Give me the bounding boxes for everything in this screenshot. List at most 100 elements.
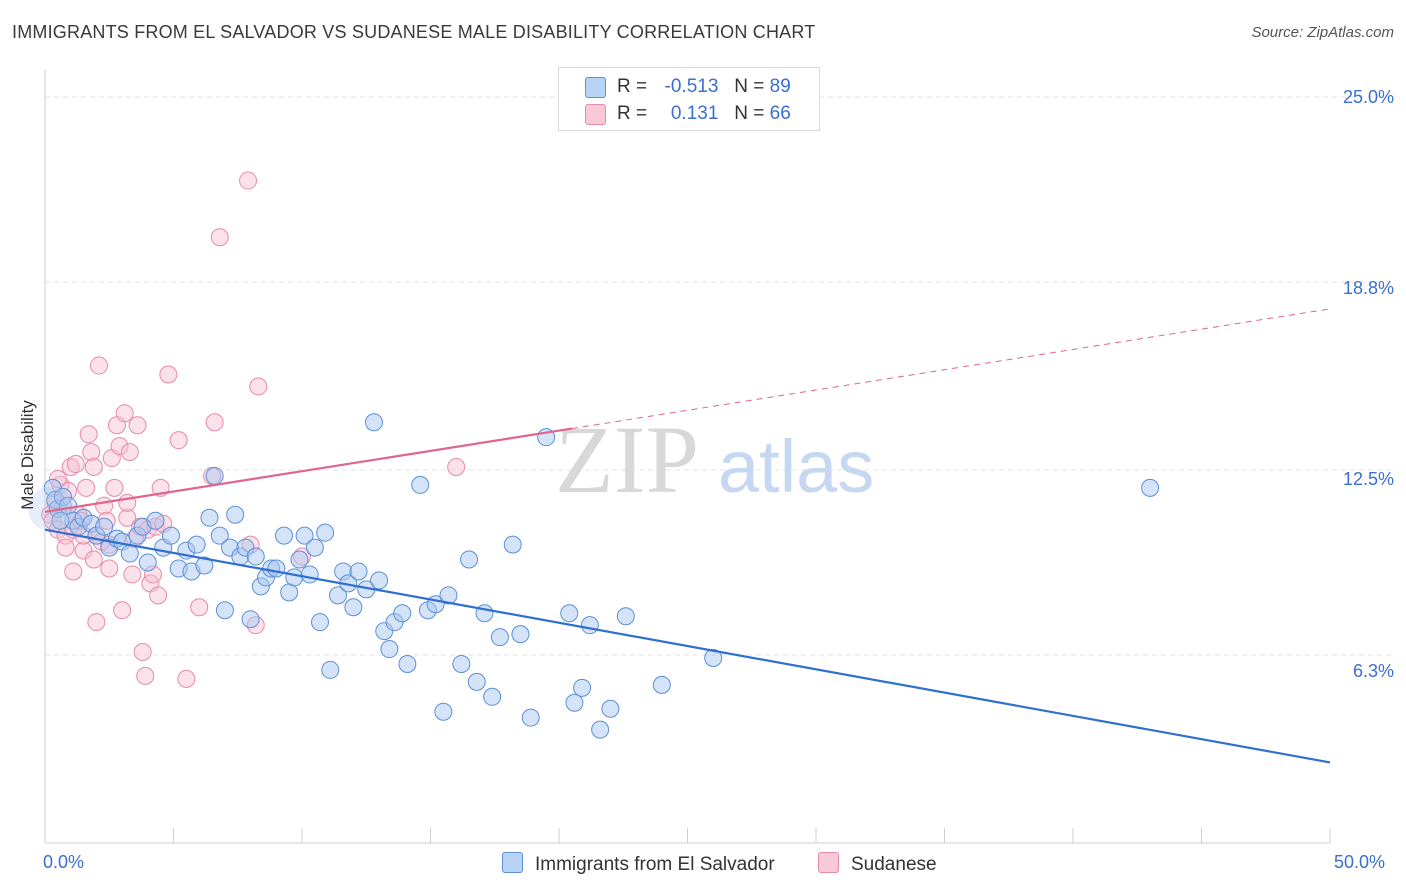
data-point-el-salvador	[560, 604, 579, 623]
data-point-sudanese	[205, 413, 224, 432]
watermark: ZIP atlas	[555, 406, 874, 513]
legend-swatch-blue	[585, 77, 606, 98]
data-point-el-salvador	[434, 702, 453, 721]
x-tick-label-min: 0.0%	[43, 852, 85, 872]
data-point-el-salvador	[1141, 478, 1160, 497]
cluster-highlight	[28, 486, 73, 531]
data-point-el-salvador	[380, 640, 399, 659]
data-point-sudanese	[56, 538, 75, 557]
data-point-sudanese	[136, 666, 155, 685]
y-tick-label: 6.3%	[1352, 661, 1394, 681]
trend-line-sudanese-projection	[571, 308, 1331, 430]
data-point-sudanese	[133, 643, 152, 662]
data-point-sudanese	[66, 455, 85, 474]
data-point-sudanese	[118, 508, 137, 527]
data-point-el-salvador	[490, 628, 509, 647]
legend-swatch-pink	[585, 104, 606, 125]
data-point-el-salvador	[411, 475, 430, 494]
data-point-sudanese	[89, 356, 108, 375]
axes	[44, 70, 1331, 844]
data-point-el-salvador	[120, 544, 139, 563]
legend-label: Sudanese	[851, 854, 937, 875]
y-tick-label: 18.8%	[1342, 278, 1394, 298]
data-point-sudanese	[149, 586, 168, 605]
data-point-el-salvador	[241, 610, 260, 629]
source-label: Source: ZipAtlas.com	[1251, 24, 1394, 41]
data-point-el-salvador	[195, 556, 214, 575]
data-point-el-salvador	[393, 604, 412, 623]
data-point-sudanese	[84, 550, 103, 569]
data-point-el-salvador	[321, 660, 340, 679]
data-point-el-salvador	[511, 625, 530, 644]
data-point-el-salvador	[704, 648, 723, 667]
data-point-sudanese	[120, 443, 139, 462]
data-point-el-salvador	[565, 693, 584, 712]
legend-r-label: R =	[617, 103, 648, 124]
data-point-el-salvador	[652, 675, 671, 694]
data-point-el-salvador	[161, 526, 180, 545]
legend-item-el-salvador: Immigrants from El Salvador	[502, 852, 775, 876]
data-point-el-salvador	[467, 672, 486, 691]
legend-item-sudanese: Sudanese	[818, 852, 937, 876]
stats-legend: R = -0.513 N = 89 R = 0.131 N = 66	[558, 67, 820, 131]
data-point-el-salvador	[310, 613, 329, 632]
data-point-sudanese	[61, 458, 80, 477]
data-point-sudanese	[87, 613, 106, 632]
trend-line-el-salvador	[44, 528, 1331, 764]
data-point-sudanese	[77, 478, 96, 497]
legend-n-label: N =	[734, 76, 765, 97]
data-point-el-salvador	[344, 598, 363, 617]
legend-n-value-pink: 66	[769, 103, 791, 124]
data-point-el-salvador	[305, 538, 324, 557]
data-point-sudanese	[128, 416, 147, 435]
data-point-sudanese	[239, 171, 258, 190]
data-point-el-salvador	[573, 678, 592, 697]
data-point-el-salvador	[316, 523, 335, 542]
data-point-el-salvador	[205, 466, 224, 485]
watermark-atlas: atlas	[718, 425, 874, 508]
x-tick-label-max: 50.0%	[1334, 852, 1386, 872]
data-point-sudanese	[210, 228, 229, 247]
legend-swatch-blue	[502, 852, 523, 873]
data-point-el-salvador	[275, 526, 294, 545]
y-axis-label: Male Disability	[18, 400, 37, 510]
data-point-el-salvador	[460, 550, 479, 569]
data-point-sudanese	[169, 431, 188, 450]
data-point-sudanese	[113, 601, 132, 620]
data-point-sudanese	[74, 541, 93, 560]
data-point-el-salvador	[452, 654, 471, 673]
data-point-el-salvador	[285, 568, 304, 587]
data-point-el-salvador	[280, 583, 299, 602]
data-point-el-salvador	[95, 517, 114, 536]
chart-title: IMMIGRANTS FROM EL SALVADOR VS SUDANESE …	[12, 22, 816, 42]
data-point-sudanese	[100, 559, 119, 578]
data-point-el-salvador	[580, 616, 599, 635]
watermark-zip: ZIP	[555, 406, 699, 513]
data-point-sudanese	[447, 458, 466, 477]
data-point-sudanese	[110, 437, 129, 456]
data-point-sudanese	[177, 669, 196, 688]
legend-r-label: R =	[617, 76, 648, 97]
y-tick-label: 12.5%	[1342, 469, 1394, 489]
data-point-el-salvador	[364, 413, 383, 432]
data-point-el-salvador	[521, 708, 540, 727]
legend-r-value-blue: -0.513	[664, 76, 719, 97]
legend-label: Immigrants from El Salvador	[535, 854, 775, 875]
data-point-sudanese	[123, 565, 142, 584]
data-point-sudanese	[95, 496, 114, 515]
data-point-el-salvador	[370, 571, 389, 590]
y-tick-label: 25.0%	[1342, 87, 1394, 107]
data-point-el-salvador	[295, 526, 314, 545]
data-point-sudanese	[64, 562, 83, 581]
data-point-el-salvador	[226, 505, 245, 524]
data-point-sudanese	[105, 478, 124, 497]
data-point-sudanese	[159, 365, 178, 384]
data-point-sudanese	[190, 598, 209, 617]
legend-swatch-pink	[818, 852, 839, 873]
data-point-el-salvador	[267, 559, 286, 578]
data-point-sudanese	[79, 425, 98, 444]
data-point-el-salvador	[616, 607, 635, 626]
trend-lines	[44, 308, 1331, 764]
data-point-el-salvador	[328, 586, 347, 605]
data-point-el-salvador	[591, 720, 610, 739]
